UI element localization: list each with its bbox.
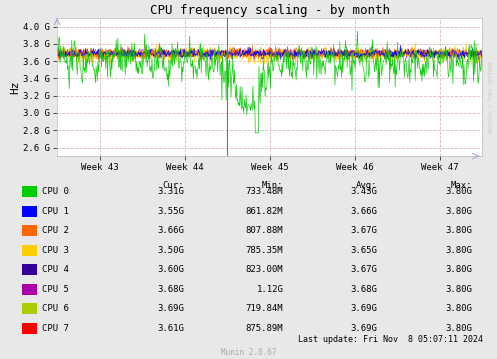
Text: 3.55G: 3.55G bbox=[157, 207, 184, 216]
FancyBboxPatch shape bbox=[22, 186, 37, 197]
Text: 3.66G: 3.66G bbox=[157, 226, 184, 235]
Text: 807.88M: 807.88M bbox=[246, 226, 283, 235]
Text: 3.67G: 3.67G bbox=[351, 265, 378, 274]
Text: 3.80G: 3.80G bbox=[445, 187, 472, 196]
Text: Avg:: Avg: bbox=[356, 181, 378, 190]
Text: 3.50G: 3.50G bbox=[157, 246, 184, 255]
Text: Munin 2.0.67: Munin 2.0.67 bbox=[221, 348, 276, 357]
Text: 3.80G: 3.80G bbox=[445, 265, 472, 274]
Text: 3.65G: 3.65G bbox=[351, 246, 378, 255]
FancyBboxPatch shape bbox=[22, 225, 37, 236]
Text: 3.80G: 3.80G bbox=[445, 226, 472, 235]
FancyBboxPatch shape bbox=[22, 245, 37, 256]
Text: 3.69G: 3.69G bbox=[157, 304, 184, 313]
Text: 3.61G: 3.61G bbox=[157, 324, 184, 333]
Text: CPU 2: CPU 2 bbox=[42, 226, 69, 235]
Text: CPU 6: CPU 6 bbox=[42, 304, 69, 313]
Text: 875.89M: 875.89M bbox=[246, 324, 283, 333]
Text: Cur:: Cur: bbox=[163, 181, 184, 190]
Text: 3.80G: 3.80G bbox=[445, 207, 472, 216]
Text: 3.31G: 3.31G bbox=[157, 187, 184, 196]
Text: 3.66G: 3.66G bbox=[351, 207, 378, 216]
Text: 3.60G: 3.60G bbox=[157, 265, 184, 274]
Text: 3.68G: 3.68G bbox=[157, 285, 184, 294]
Text: 785.35M: 785.35M bbox=[246, 246, 283, 255]
Y-axis label: Hz: Hz bbox=[10, 80, 20, 94]
Text: Last update: Fri Nov  8 05:07:11 2024: Last update: Fri Nov 8 05:07:11 2024 bbox=[298, 335, 483, 344]
Text: 3.80G: 3.80G bbox=[445, 324, 472, 333]
FancyBboxPatch shape bbox=[22, 264, 37, 275]
Text: 823.00M: 823.00M bbox=[246, 265, 283, 274]
FancyBboxPatch shape bbox=[22, 284, 37, 295]
FancyBboxPatch shape bbox=[22, 323, 37, 334]
Text: Max:: Max: bbox=[451, 181, 472, 190]
Text: CPU 1: CPU 1 bbox=[42, 207, 69, 216]
Text: 733.48M: 733.48M bbox=[246, 187, 283, 196]
Text: CPU 5: CPU 5 bbox=[42, 285, 69, 294]
FancyBboxPatch shape bbox=[22, 206, 37, 216]
Text: 3.80G: 3.80G bbox=[445, 285, 472, 294]
Text: 3.80G: 3.80G bbox=[445, 246, 472, 255]
Text: 1.12G: 1.12G bbox=[256, 285, 283, 294]
Text: 3.80G: 3.80G bbox=[445, 304, 472, 313]
Text: 3.69G: 3.69G bbox=[351, 324, 378, 333]
Text: 719.84M: 719.84M bbox=[246, 304, 283, 313]
Text: 3.69G: 3.69G bbox=[351, 304, 378, 313]
Text: CPU 0: CPU 0 bbox=[42, 187, 69, 196]
Text: 3.67G: 3.67G bbox=[351, 226, 378, 235]
Text: CPU 7: CPU 7 bbox=[42, 324, 69, 333]
Text: RRDTOOL / TOBI OETIKER: RRDTOOL / TOBI OETIKER bbox=[488, 61, 493, 133]
Text: 3.68G: 3.68G bbox=[351, 285, 378, 294]
Text: 861.82M: 861.82M bbox=[246, 207, 283, 216]
Text: CPU 3: CPU 3 bbox=[42, 246, 69, 255]
Title: CPU frequency scaling - by month: CPU frequency scaling - by month bbox=[150, 4, 390, 17]
Text: 3.43G: 3.43G bbox=[351, 187, 378, 196]
Text: CPU 4: CPU 4 bbox=[42, 265, 69, 274]
FancyBboxPatch shape bbox=[22, 303, 37, 314]
Text: Min:: Min: bbox=[262, 181, 283, 190]
